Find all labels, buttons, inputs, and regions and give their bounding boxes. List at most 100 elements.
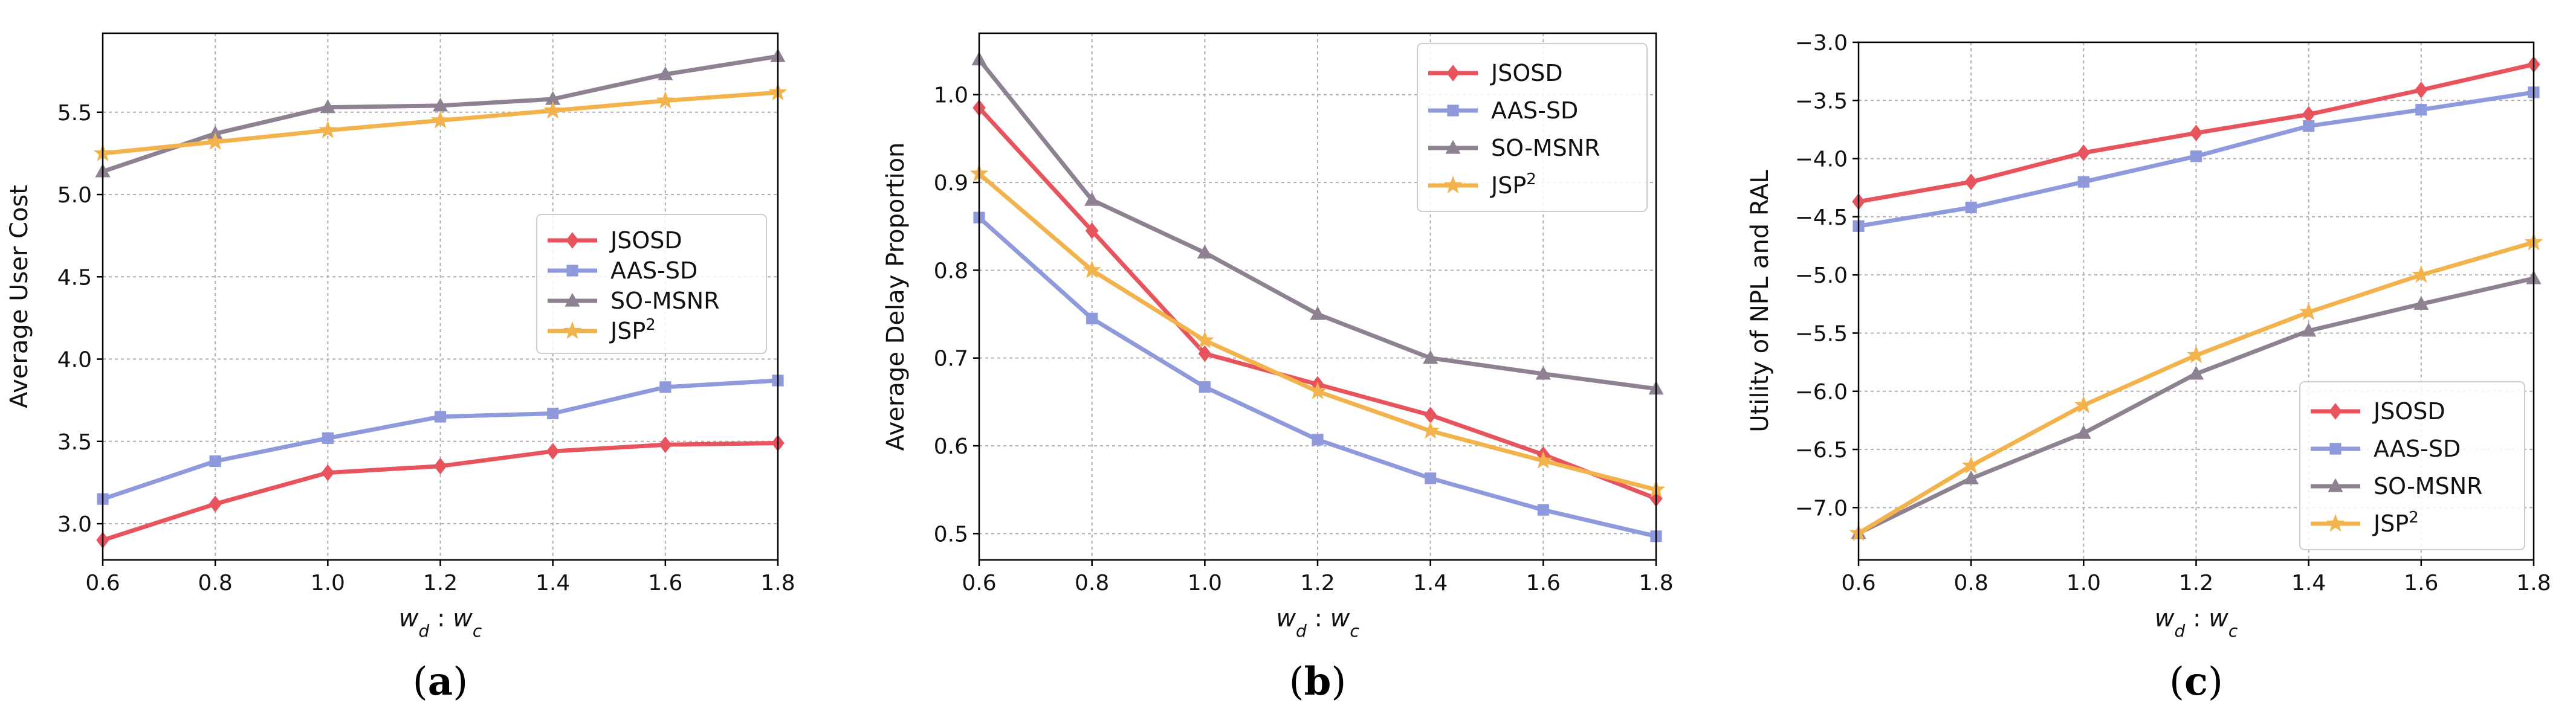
data-point: [2074, 395, 2093, 413]
data-point: [431, 111, 450, 129]
legend-label: AAS-SD: [610, 257, 697, 284]
data-point: [545, 91, 561, 105]
legend-label: SO-MSNR: [1491, 135, 1600, 161]
legend-entry: AAS-SD: [2311, 436, 2461, 462]
data-point: [432, 97, 448, 112]
data-point: [2415, 104, 2427, 116]
legend-marker: [2328, 478, 2343, 492]
data-point: [209, 455, 221, 468]
data-point: [1535, 365, 1551, 380]
legend-box: [536, 214, 767, 354]
data-point: [1533, 451, 1553, 469]
x-tick-label: 1.6: [2404, 571, 2438, 596]
x-tick-label: 1.0: [2066, 571, 2101, 596]
data-point: [1195, 330, 1214, 349]
data-point: [1197, 245, 1212, 259]
legend-entry: JSOSD: [2311, 398, 2445, 425]
x-tick-label: 0.8: [198, 571, 233, 596]
legend-entry: SO-MSNR: [2311, 473, 2483, 500]
data-point: [1421, 421, 1440, 439]
legend-label: SO-MSNR: [2374, 473, 2483, 500]
data-point: [1084, 191, 1100, 206]
y-tick-label: −6.0: [1795, 380, 1848, 405]
data-point: [1423, 407, 1437, 423]
y-tick-label: −6.5: [1795, 438, 1848, 463]
legend-entry: SO-MSNR: [548, 288, 720, 314]
x-axis-label: wd : wc: [2155, 605, 2238, 641]
legend-marker: [1447, 104, 1459, 117]
data-point: [2412, 265, 2431, 283]
data-point: [434, 411, 447, 423]
y-tick-label: −4.5: [1795, 205, 1848, 230]
data-point: [659, 381, 672, 393]
data-point: [2077, 144, 2091, 161]
y-tick-label: 4.0: [57, 348, 92, 373]
x-tick-label: 0.6: [962, 571, 996, 596]
legend-box: [2299, 381, 2525, 550]
y-tick-label: −3.0: [1795, 31, 1848, 56]
legend-label: JSOSD: [1490, 60, 1563, 86]
legend-marker: [2329, 403, 2342, 420]
legend-entry: JSOSD: [548, 227, 682, 254]
data-point: [2415, 82, 2428, 98]
y-tick-label: 4.5: [57, 265, 92, 290]
x-tick-label: 1.8: [1639, 571, 1673, 596]
y-tick-label: 5.5: [57, 101, 92, 126]
legend-marker: [566, 232, 579, 249]
x-tick-label: 1.4: [536, 571, 570, 596]
data-point: [1310, 306, 1325, 320]
data-point: [658, 66, 673, 80]
data-point: [1086, 312, 1098, 324]
legend-entry: AAS-SD: [548, 257, 697, 284]
y-tick-label: 0.5: [934, 522, 968, 547]
x-tick-label: 1.2: [423, 571, 458, 596]
y-tick-label: 0.8: [934, 259, 968, 283]
data-point: [320, 99, 335, 114]
legend-marker: [566, 265, 578, 277]
legend-entry: AAS-SD: [1428, 97, 1578, 124]
x-axis-label: wd : wc: [1276, 605, 1359, 641]
data-point: [1308, 381, 1327, 400]
data-point: [2187, 345, 2205, 364]
y-tick-label: 0.7: [934, 347, 968, 371]
data-point: [2188, 365, 2204, 380]
legend-label: JSOSD: [609, 227, 682, 254]
y-tick-label: 0.6: [934, 434, 968, 459]
data-point: [656, 91, 675, 109]
legend-marker: [1443, 175, 1463, 194]
y-tick-label: 0.9: [934, 171, 968, 196]
data-point: [209, 495, 222, 513]
y-tick-label: 5.0: [57, 183, 92, 208]
x-tick-label: 1.0: [1188, 571, 1222, 596]
data-point: [2076, 425, 2091, 439]
data-point: [2299, 302, 2319, 320]
data-point: [1423, 350, 1438, 364]
legend-label: AAS-SD: [2374, 436, 2461, 462]
legend-marker: [2329, 443, 2341, 455]
data-point: [1083, 260, 1102, 278]
x-tick-label: 1.6: [648, 571, 682, 596]
chart-2: 0.6 0.8 1.0 1.2 1.4 1.6 1.8 0.5 0.6 0.7 0.8 0.9 1.0 w…: [882, 32, 1674, 704]
data-point: [433, 457, 447, 475]
legend: JSOSD AAS-SD SO-MSNR JSP2: [2299, 381, 2525, 550]
legend-marker: [2326, 513, 2345, 532]
x-tick-label: 1.4: [2291, 571, 2326, 596]
legend-marker: [1446, 65, 1460, 82]
legend-label: JSP2: [2372, 509, 2419, 537]
legend-label: SO-MSNR: [610, 288, 720, 314]
data-point: [321, 464, 335, 481]
x-axis-label: wd : wc: [399, 605, 482, 641]
x-tick-label: 1.8: [2516, 571, 2551, 596]
x-tick-label: 1.2: [1300, 571, 1335, 596]
x-tick-label: 0.6: [1841, 571, 1875, 596]
legend-label: JSP2: [1490, 170, 1536, 199]
data-point: [547, 407, 559, 420]
legend-entry: JSP2: [1428, 170, 1536, 199]
data-point: [1425, 472, 1437, 484]
data-point: [322, 432, 334, 444]
data-point: [2413, 296, 2429, 310]
data-point: [1085, 222, 1099, 239]
legend-marker: [1445, 140, 1461, 154]
